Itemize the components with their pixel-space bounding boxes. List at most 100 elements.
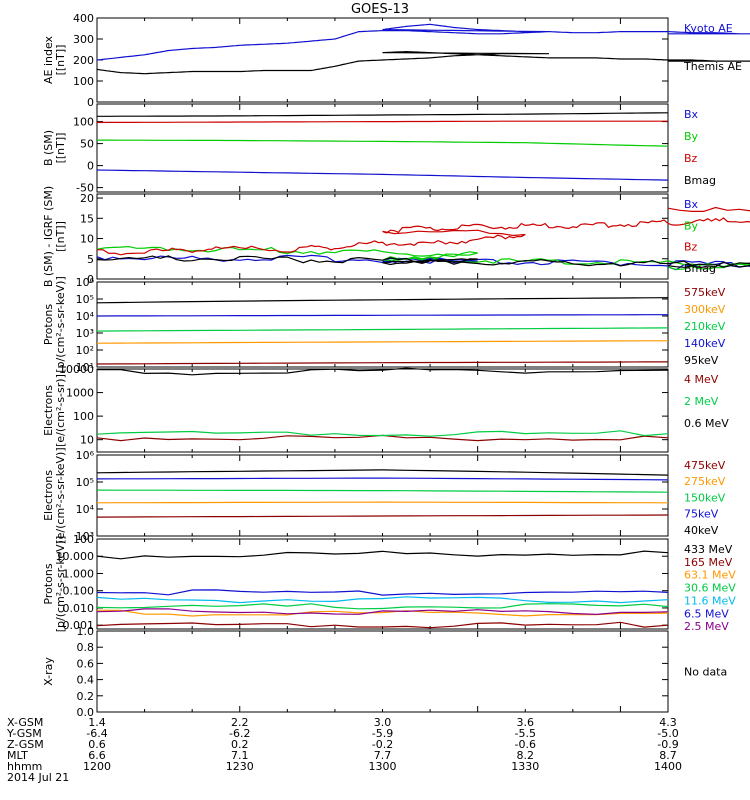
series-line-2-mev (96, 430, 669, 437)
coord-value: 1400 (654, 760, 682, 773)
coord-value: 2.2 (231, 716, 249, 729)
y-axis-unit: [[nT]] (54, 221, 67, 252)
panel-frame-4 (96, 281, 669, 368)
y-tick-label: 10000 (59, 363, 94, 376)
legend-entry: 63.1 MeV (684, 569, 736, 582)
y-tick-label: 1000 (66, 387, 94, 400)
y-axis-label: B (SM) (42, 130, 55, 166)
series-line-165-mev (96, 621, 669, 629)
series-line-by (97, 139, 669, 147)
coord-value: 8.7 (659, 749, 677, 762)
y-tick-label: 100 (73, 533, 94, 546)
series-line-bmag (97, 112, 669, 117)
y-tick-label: 20 (80, 192, 94, 205)
y-tick-label: 10⁵ (76, 293, 94, 306)
y-tick-label: 10.000 (56, 550, 95, 563)
legend-entry: By (684, 219, 699, 232)
y-tick-label: 0.010 (63, 602, 95, 615)
y-tick-label: 10³ (76, 530, 94, 543)
y-tick-label: 5 (87, 253, 94, 266)
y-tick-label: 200 (73, 54, 94, 67)
legend-entry: 275keV (684, 475, 726, 488)
coord-value: 1330 (511, 760, 539, 773)
legend-entry: Bz (684, 241, 698, 254)
legend-entry: 11.6 MeV (684, 594, 736, 607)
plot-title: GOES-13 (351, 2, 409, 17)
panel-frame-3 (96, 193, 669, 280)
y-axis-unit: [[nT]] (54, 45, 67, 76)
row-label: 2014 Jul 21 (7, 771, 69, 784)
coord-value: 0.6 (88, 738, 106, 751)
coord-value: 4.3 (659, 716, 677, 729)
coord-value: 3.6 (517, 716, 535, 729)
y-tick-label: 400 (73, 12, 94, 25)
y-axis-label: B (SM) - IGRF (SM) (42, 186, 55, 287)
legend-entry: Themis AE (683, 60, 742, 73)
series-line-2.5-mev (96, 608, 669, 616)
no-data-annotation: No data (684, 666, 727, 679)
series-line-150kev (96, 489, 669, 493)
coord-value: 0.2 (231, 738, 249, 751)
coord-value: -6.4 (86, 727, 107, 740)
y-axis-unit: [[nT]] (54, 133, 67, 164)
y-tick-label: 1.0 (77, 625, 95, 638)
y-tick-label: 300 (73, 33, 94, 46)
y-tick-label: 0.8 (77, 641, 95, 654)
series-line-475kev (96, 514, 669, 518)
y-tick-label: 0.100 (63, 585, 95, 598)
legend-entry: 40keV (684, 524, 719, 537)
row-label: hhmm (7, 760, 42, 773)
y-tick-label: 10⁴ (76, 310, 95, 323)
coord-value: 1.4 (88, 716, 106, 729)
y-tick-label: 10⁶ (76, 449, 95, 462)
y-tick-label: 1.000 (63, 567, 95, 580)
series-line-300kev (96, 340, 668, 344)
panel-frame-8 (96, 630, 669, 713)
series-line-bz (96, 120, 668, 124)
y-axis-unit: [p/(cm²-s-sr-keV)] (54, 536, 67, 633)
coord-value: -0.9 (657, 738, 678, 751)
y-tick-label: 0.4 (77, 674, 95, 687)
y-tick-label: 10³ (76, 327, 94, 340)
legend-entry: 165 MeV (684, 556, 733, 569)
series-line-433-mev (96, 550, 669, 560)
coord-value: -5.9 (372, 727, 393, 740)
series-line-40kev (96, 469, 669, 476)
legend-entry: 575keV (684, 286, 726, 299)
coord-value: -0.2 (372, 738, 393, 751)
series-line-bmag (96, 255, 750, 269)
series-line-63.1-mev (96, 609, 669, 617)
series-line-575kev (96, 361, 668, 365)
coord-value: -5.0 (657, 727, 678, 740)
panel-frame-6 (96, 454, 669, 537)
y-tick-label: 10² (76, 344, 94, 357)
legend-entry: Bmag (684, 262, 716, 275)
y-axis-label: Electrons (42, 470, 55, 521)
series-line-0.6-mev (97, 367, 669, 376)
coord-value: -5.5 (515, 727, 536, 740)
series-line-11.6-mev (96, 596, 669, 604)
y-axis-unit: [e/(cm²-s-sr-keV)] (54, 447, 67, 543)
legend-entry: 2.5 MeV (684, 620, 729, 633)
y-axis-label: AE index (42, 35, 55, 84)
series-line-275kev (96, 501, 669, 504)
legend-entry: Kyoto AE (684, 22, 733, 35)
y-tick-label: 100 (73, 116, 94, 129)
y-tick-label: 100 (73, 75, 94, 88)
legend-entry: 95keV (684, 354, 719, 367)
row-label: Y-GSM (6, 727, 42, 740)
y-tick-label: 10⁶ (76, 276, 95, 289)
coord-value: -6.2 (229, 727, 250, 740)
y-axis-label: Electrons (42, 385, 55, 436)
y-tick-label: 0.6 (77, 657, 95, 670)
coord-value: 7.7 (374, 749, 392, 762)
legend-entry: Bx (684, 108, 699, 121)
y-axis-label: X-ray (42, 657, 55, 686)
series-line-themis-ae (96, 50, 750, 75)
legend-entry: By (684, 130, 699, 143)
series-line-bx (96, 254, 750, 271)
y-tick-label: 10 (80, 434, 94, 447)
legend-entry: Bx (684, 198, 699, 211)
legend-entry: 75keV (684, 508, 719, 521)
